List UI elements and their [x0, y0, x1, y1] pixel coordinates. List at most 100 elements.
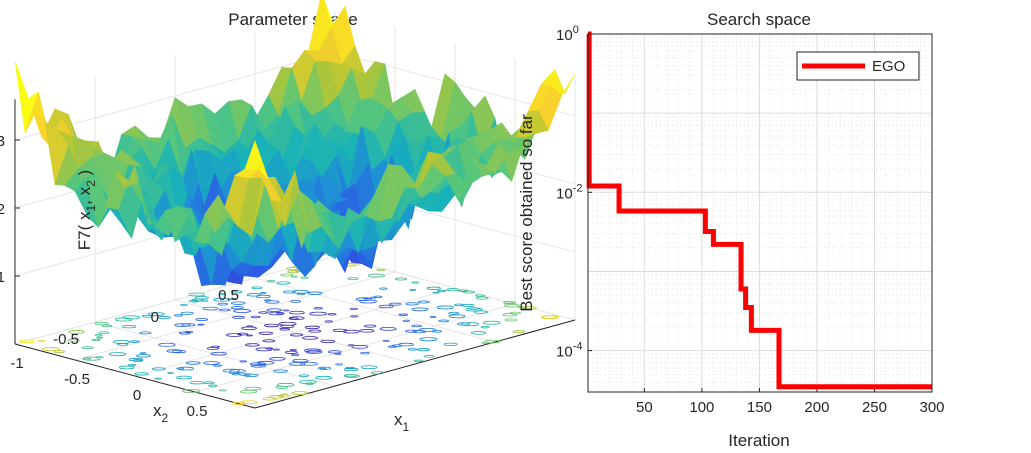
x-axis-label: Iteration	[728, 431, 789, 450]
contour-line	[210, 345, 221, 348]
contour-line	[402, 319, 411, 322]
surface-patch	[14, 60, 39, 133]
series-line-ego	[586, 31, 932, 390]
contour-line	[290, 275, 298, 278]
floor-grid-line	[94, 321, 336, 387]
contour-line	[437, 289, 447, 293]
contour-line	[230, 290, 243, 294]
contour-line	[319, 367, 327, 370]
contour-line	[241, 400, 258, 405]
contour-line	[177, 366, 195, 371]
contour-line	[473, 310, 489, 314]
contour-line	[521, 306, 537, 310]
z-axis-label: F7( x1, x2 )	[75, 170, 98, 250]
x2-axis-label: x2	[153, 401, 169, 425]
x-tick-label: 250	[862, 399, 887, 416]
contour-line	[351, 344, 369, 349]
contour-floor	[19, 262, 560, 405]
contour-line	[512, 330, 526, 334]
contour-line	[300, 361, 318, 366]
contour-line	[218, 293, 227, 296]
contour-line	[96, 336, 104, 339]
convergence-title: Search space	[707, 10, 811, 29]
contour-line	[360, 365, 378, 370]
contour-line	[230, 306, 245, 310]
contour-line	[290, 300, 302, 303]
contour-line	[264, 323, 280, 328]
contour-line	[416, 348, 431, 352]
contour-line	[219, 308, 231, 312]
contour-line	[355, 297, 372, 301]
contour-line	[320, 339, 336, 344]
contour-line	[404, 329, 418, 333]
x1-tick-label: -0.5	[64, 371, 90, 388]
contour-line	[411, 324, 423, 328]
contour-line	[68, 330, 85, 334]
x-tick-label: 300	[919, 399, 944, 416]
contour-line	[289, 333, 304, 337]
contour-line	[141, 314, 154, 318]
contour-line	[363, 324, 377, 328]
contour-line	[443, 342, 458, 346]
contour-line	[202, 306, 219, 311]
contour-line	[280, 393, 288, 396]
contour-line	[288, 362, 306, 366]
x1-tick-label: 0.5	[187, 403, 208, 420]
contour-line	[127, 363, 137, 367]
contour-line	[304, 348, 322, 353]
contour-line	[327, 350, 342, 354]
contour-line	[448, 314, 466, 319]
contour-line	[194, 296, 209, 300]
contour-line	[411, 307, 429, 312]
contour-line	[231, 372, 241, 376]
x1-axis-label: x1	[394, 410, 410, 434]
x2-tick-label: -0.5	[53, 331, 79, 348]
contour-line	[37, 339, 46, 342]
y-tick-label: 100	[556, 24, 579, 44]
contour-line	[407, 348, 418, 351]
contour-line	[302, 336, 319, 340]
contour-line	[218, 389, 227, 392]
contour-line	[134, 372, 149, 376]
contour-line	[309, 311, 328, 316]
contour-line	[130, 340, 140, 343]
contour-line	[240, 389, 258, 394]
contour-line	[226, 333, 243, 337]
contour-line	[343, 329, 360, 334]
contour-line	[292, 358, 309, 363]
contour-line	[203, 361, 220, 365]
contour-line	[503, 303, 520, 308]
contour-line	[94, 321, 109, 326]
contour-line	[423, 354, 435, 358]
contour-line	[232, 315, 245, 319]
contour-line	[268, 311, 285, 316]
contour-line	[315, 375, 333, 380]
contour-line	[388, 302, 402, 306]
contour-line	[280, 273, 294, 277]
contour-line	[239, 373, 252, 376]
contour-line	[398, 313, 409, 316]
contour-line	[282, 309, 290, 312]
y-tick-label: 10-4	[556, 341, 582, 361]
contour-line	[332, 328, 348, 332]
contour-line	[139, 331, 152, 335]
contour-line	[480, 325, 490, 329]
contour-line	[255, 347, 273, 352]
contour-line	[461, 322, 479, 327]
contour-line	[484, 339, 501, 344]
contour-line	[446, 288, 460, 292]
contour-line	[417, 300, 430, 304]
contour-line	[230, 298, 238, 301]
contour-line	[462, 290, 475, 294]
contour-line	[418, 327, 437, 332]
contour-line	[139, 352, 147, 354]
contour-line	[167, 371, 174, 374]
contour-line	[255, 294, 271, 299]
contour-line	[276, 281, 291, 285]
contour-line	[296, 293, 306, 296]
contour-line	[300, 276, 310, 279]
contour-line	[157, 316, 171, 320]
x-tick-label: 150	[747, 399, 772, 416]
contour-line	[394, 277, 408, 281]
